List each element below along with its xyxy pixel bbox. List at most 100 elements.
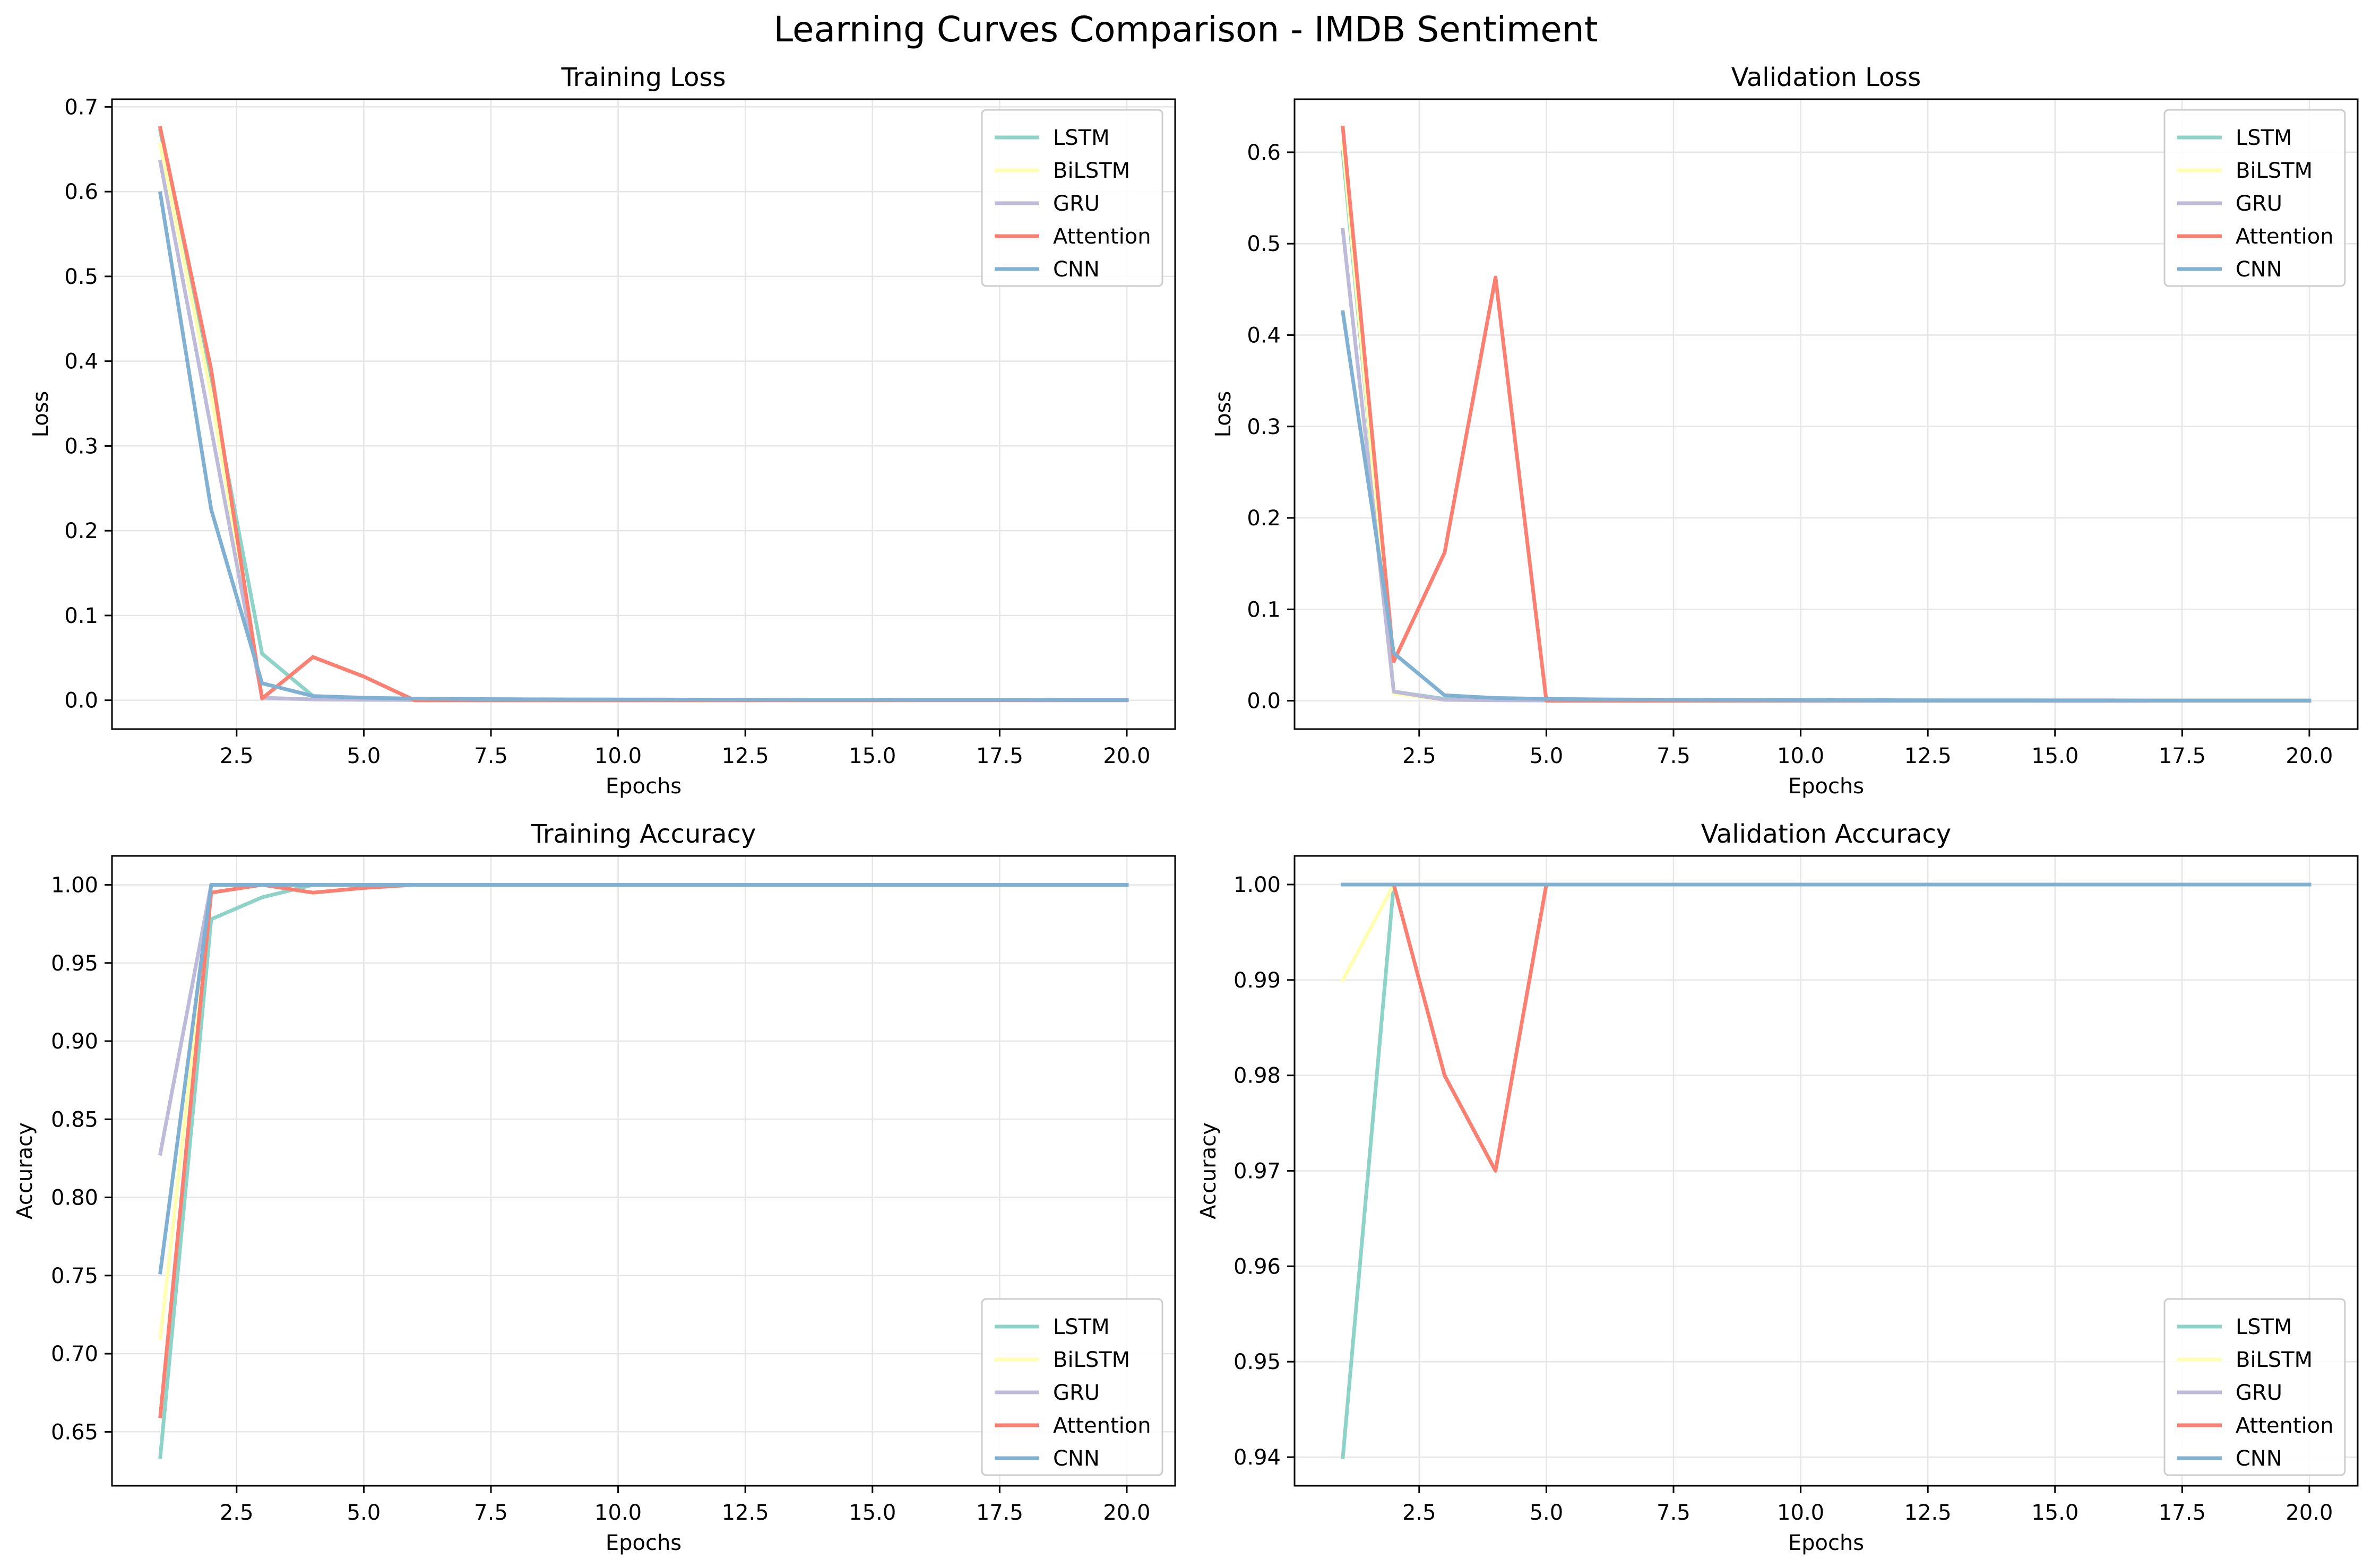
validation-loss-legend-label-lstm: LSTM (2236, 126, 2292, 150)
training-accuracy-ytick-label: 0.65 (51, 1420, 98, 1444)
validation-accuracy-xtick-label: 15.0 (2031, 1501, 2078, 1525)
training-accuracy-ylabel: Accuracy (13, 1122, 37, 1219)
training-accuracy-axes-frame (111, 855, 1176, 1487)
validation-loss-xlabel: Epochs (1788, 774, 1864, 799)
validation-accuracy-legend-label-attention: Attention (2236, 1414, 2334, 1438)
validation-loss-ytick-label: 0.6 (1247, 141, 1281, 165)
training-accuracy-xtick-label: 15.0 (849, 1501, 896, 1525)
training-loss-legend-label-bilstm: BiLSTM (1053, 159, 1130, 183)
training-accuracy-legend-box (981, 1298, 1163, 1476)
training-accuracy-ytick-label: 0.85 (51, 1107, 98, 1132)
validation-loss-ylabel: Loss (1211, 391, 1236, 438)
training-loss-legend-label-gru: GRU (1053, 192, 1100, 216)
validation-accuracy-series-group (1340, 882, 2311, 1459)
validation-loss-xtick-label: 2.5 (1402, 744, 1436, 768)
validation-loss-xtick-label: 17.5 (2159, 744, 2206, 768)
training-loss-legend-label-attention: Attention (1053, 224, 1151, 249)
training-accuracy-legend-label-bilstm: BiLSTM (1053, 1348, 1130, 1372)
validation-loss-series-group (1341, 125, 2311, 703)
validation-loss-xtick-label: 7.5 (1657, 744, 1690, 768)
validation-loss-legend-label-gru: GRU (2236, 192, 2282, 216)
validation-loss-legend-label-cnn: CNN (2236, 257, 2282, 282)
training-accuracy-xtick-label: 17.5 (976, 1501, 1023, 1525)
training-loss-ytick-label: 0.6 (64, 180, 98, 204)
training-accuracy-title: Training Accuracy (531, 819, 756, 849)
training-accuracy-legend: LSTM BiLSTM GRU Attention CNN (981, 1298, 1163, 1476)
training-accuracy-ytick-label: 0.90 (51, 1029, 98, 1054)
validation-accuracy-legend: LSTM BiLSTM GRU Attention CNN (2163, 1298, 2346, 1476)
training-loss-series-cnn (158, 191, 1129, 702)
validation-accuracy-legend-box (2163, 1298, 2346, 1476)
validation-accuracy-xtick-label: 17.5 (2159, 1501, 2206, 1525)
validation-loss-xtick-label: 10.0 (1777, 744, 1824, 768)
validation-accuracy-ytick-label: 0.96 (1234, 1254, 1281, 1279)
validation-accuracy-ytick-label: 0.95 (1234, 1350, 1281, 1374)
validation-loss-legend: LSTM BiLSTM GRU Attention CNN (2163, 109, 2346, 287)
validation-accuracy-xtick-label: 5.0 (1530, 1501, 1564, 1525)
validation-accuracy-title: Validation Accuracy (1701, 819, 1951, 849)
training-loss-legend-label-cnn: CNN (1053, 257, 1100, 282)
training-loss-xlabel: Epochs (606, 774, 682, 799)
validation-accuracy-xtick-label: 10.0 (1777, 1501, 1824, 1525)
validation-accuracy-xtick-label: 2.5 (1402, 1501, 1436, 1525)
validation-accuracy-legend-label-lstm: LSTM (2236, 1315, 2292, 1339)
training-accuracy-xtick-label: 2.5 (220, 1501, 254, 1525)
training-accuracy-legend-label-gru: GRU (1053, 1381, 1100, 1405)
validation-accuracy-panel: 2.5 5.0 7.5 10.0 12.5 15.0 17.5 20.0 0.94 0.95 0.9… (1196, 819, 2359, 1555)
validation-loss-series-cnn (1341, 310, 2311, 703)
validation-loss-ytick-label: 0.2 (1247, 506, 1281, 531)
training-loss-xtick-label: 12.5 (722, 744, 769, 768)
validation-loss-ytick-label: 0.0 (1247, 689, 1281, 714)
training-loss-xtick-label: 20.0 (1103, 744, 1150, 768)
validation-accuracy-ytick-label: 0.98 (1234, 1064, 1281, 1088)
training-loss-legend-label-lstm: LSTM (1053, 126, 1110, 150)
training-loss-ytick-label: 0.4 (64, 350, 98, 374)
validation-loss-xtick-label: 20.0 (2285, 744, 2333, 768)
validation-loss-xtick-label: 5.0 (1530, 744, 1564, 768)
training-accuracy-xtick-label: 12.5 (722, 1501, 769, 1525)
training-loss-ytick-label: 0.3 (64, 434, 98, 458)
validation-loss-legend-label-bilstm: BiLSTM (2236, 159, 2313, 183)
training-accuracy-xtick-label: 10.0 (594, 1501, 642, 1525)
training-loss-ylabel: Loss (29, 391, 53, 438)
validation-accuracy-legend-label-gru: GRU (2236, 1381, 2282, 1405)
validation-loss-ytick-label: 0.1 (1247, 597, 1281, 622)
validation-accuracy-legend-label-bilstm: BiLSTM (2236, 1348, 2313, 1372)
training-loss-xtick-label: 7.5 (474, 744, 508, 768)
training-loss-xtick-label: 15.0 (849, 744, 896, 768)
validation-loss-axes-frame (1293, 98, 2359, 730)
training-loss-ytick-label: 0.5 (64, 265, 98, 289)
training-accuracy-legend-label-attention: Attention (1053, 1414, 1151, 1438)
training-loss-legend-box (981, 109, 1163, 287)
validation-loss-ytick-label: 0.4 (1247, 323, 1281, 348)
training-loss-ytick-label: 0.0 (64, 689, 98, 713)
validation-loss-panel: 2.5 5.0 7.5 10.0 12.5 15.0 17.5 20.0 0.0 0.1 0.2 0.… (1211, 63, 2359, 799)
validation-accuracy-ylabel: Accuracy (1196, 1122, 1221, 1219)
training-accuracy-ytick-label: 0.95 (51, 951, 98, 976)
training-loss-ytick-label: 0.7 (64, 95, 98, 119)
training-loss-panel: 2.5 5.0 7.5 10.0 12.5 15.0 17.5 20.0 0.0 0.1 0.2 0.… (29, 63, 1176, 799)
validation-loss-legend-box (2163, 109, 2346, 287)
validation-accuracy-ytick-label: 0.94 (1234, 1445, 1281, 1470)
validation-accuracy-xtick-label: 12.5 (1904, 1501, 1952, 1525)
subplot-grid: 2.5 5.0 7.5 10.0 12.5 15.0 17.5 20.0 0.0 0.1 0.2 0.… (13, 63, 2359, 1555)
validation-loss-legend-label-attention: Attention (2236, 224, 2334, 249)
validation-accuracy-ytick-label: 0.99 (1234, 968, 1281, 993)
validation-loss-ytick-label: 0.5 (1247, 232, 1281, 256)
training-accuracy-series-cnn (158, 883, 1129, 1275)
validation-accuracy-xtick-label: 20.0 (2285, 1501, 2333, 1525)
training-accuracy-ytick-label: 1.00 (51, 873, 98, 897)
validation-accuracy-ytick-label: 1.00 (1234, 873, 1281, 897)
training-accuracy-ytick-label: 0.70 (51, 1342, 98, 1366)
figure-title: Learning Curves Comparison - IMDB Sentim… (773, 9, 1598, 50)
validation-loss-title: Validation Loss (1731, 63, 1921, 92)
validation-loss-xtick-label: 12.5 (1904, 744, 1952, 768)
validation-accuracy-legend-label-cnn: CNN (2236, 1446, 2282, 1471)
training-loss-axes-frame (111, 98, 1176, 730)
training-accuracy-series-group (158, 883, 1129, 1459)
training-accuracy-ytick-label: 0.80 (51, 1186, 98, 1210)
training-accuracy-xtick-label: 7.5 (474, 1501, 508, 1525)
training-accuracy-legend-label-cnn: CNN (1053, 1446, 1100, 1471)
